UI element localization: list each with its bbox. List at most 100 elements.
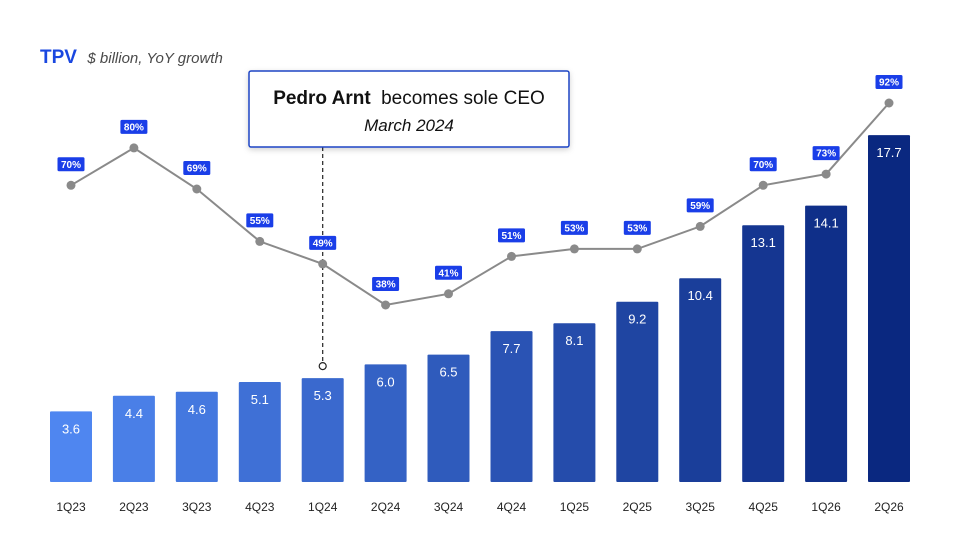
x-tick-label: 4Q25 (749, 500, 779, 514)
growth-label-badge (560, 220, 588, 235)
growth-value-label: 69% (187, 164, 207, 175)
bar-1Q23 (50, 411, 92, 482)
bars-layer: 3.6 4.4 4.6 5.1 5.3 6.0 6.5 7.7 8.1 9.2 10.4 13.1 14… (50, 135, 910, 482)
growth-value-label: 92% (879, 78, 899, 89)
bar-value-label: 13.1 (751, 235, 776, 250)
x-tick-label: 2Q26 (874, 500, 904, 514)
bar-value-label: 5.3 (314, 388, 332, 403)
chart-title-main: TPV (40, 47, 77, 68)
x-tick-label: 2Q24 (371, 500, 401, 514)
bar-4Q25 (742, 225, 785, 482)
growth-value-label: 80% (124, 122, 144, 133)
growth-value-label: 51% (501, 231, 521, 242)
callout-connector (318, 147, 327, 371)
callout-anchor-marker (318, 362, 327, 371)
x-tick-label: 1Q25 (560, 500, 590, 514)
growth-value-label: 70% (61, 160, 81, 171)
growth-label-badge (372, 277, 400, 291)
bar-1Q26 (805, 205, 848, 482)
growth-label-badge (812, 146, 840, 161)
bar-4Q24 (490, 331, 533, 482)
bar-value-label: 6.0 (377, 374, 395, 389)
x-tick-label: 2Q25 (623, 500, 653, 514)
growth-value-label: 53% (564, 223, 584, 234)
bar-value-label: 4.6 (188, 402, 206, 417)
growth-value-label: 73% (816, 149, 836, 160)
growth-label-badge (246, 213, 274, 228)
growth-point-3Q25 (695, 221, 705, 231)
growth-value-label: 38% (376, 280, 396, 291)
callout-date: March 2024 (364, 116, 454, 135)
growth-label-badge (875, 75, 903, 89)
growth-point-1Q25 (569, 244, 579, 254)
growth-value-label: 49% (313, 238, 333, 249)
x-tick-label: 1Q26 (811, 500, 841, 514)
x-tick-label: 4Q24 (497, 500, 527, 514)
callout-name: Pedro Arnt (273, 88, 371, 109)
growth-point-4Q24 (507, 251, 516, 261)
x-tick-label: 3Q24 (434, 500, 464, 514)
growth-label-badge (57, 157, 85, 172)
growth-point-1Q23 (66, 180, 76, 190)
bar-3Q25 (679, 278, 722, 482)
growth-point-3Q24 (444, 289, 453, 299)
growth-point-1Q26 (821, 169, 831, 179)
x-tick-label: 1Q23 (56, 500, 86, 514)
growth-label-badge (686, 198, 714, 213)
bar-value-label: 5.1 (251, 392, 269, 407)
bar-value-label: 9.2 (628, 312, 646, 327)
growth-point-3Q23 (192, 184, 202, 194)
bar-value-label: 8.1 (565, 333, 583, 348)
growth-point-2Q23 (129, 143, 139, 153)
bar-4Q23 (238, 382, 281, 482)
bar-value-label: 3.6 (62, 421, 80, 436)
bar-2Q26 (868, 135, 910, 482)
bar-value-label: 17.7 (876, 145, 901, 160)
ceo-callout: Pedro Arnt becomes sole CEO March 2024 (248, 70, 570, 148)
growth-label-badge (749, 157, 777, 172)
callout-box (248, 70, 570, 148)
growth-point-2Q26 (884, 98, 894, 108)
growth-point-2Q24 (381, 300, 391, 310)
bar-value-label: 7.7 (502, 341, 520, 356)
x-tick-label: 4Q23 (245, 500, 275, 514)
growth-label-badge (435, 265, 462, 280)
bar-1Q25 (553, 323, 596, 482)
chart-title: TPV $ billion, YoY growth (40, 47, 223, 68)
growth-label-badge (623, 220, 651, 235)
bar-value-label: 14.1 (813, 216, 838, 231)
growth-label-badge (498, 228, 525, 243)
growth-label-badge (183, 161, 211, 175)
callout-headline: Pedro Arnt becomes sole CEO (273, 88, 545, 109)
growth-value-label: 41% (438, 268, 458, 279)
x-tick-label: 3Q23 (182, 500, 212, 514)
growth-label-badge (120, 119, 148, 134)
x-tick-label: 3Q25 (686, 500, 716, 514)
growth-value-label: 59% (690, 201, 710, 212)
growth-point-2Q25 (632, 244, 642, 254)
growth-line-layer: 70% 80% 69% 55% 49% 38% 41% 51% 53% 53% 59% 70% 73% 9… (57, 75, 903, 310)
growth-value-label: 55% (250, 216, 270, 227)
bar-2Q24 (364, 364, 407, 482)
chart-subtitle: $ billion, YoY growth (86, 50, 222, 67)
callout-text: becomes sole CEO (381, 88, 545, 109)
bar-3Q23 (175, 391, 218, 482)
growth-value-label: 53% (627, 223, 647, 234)
growth-label-badge (309, 235, 337, 250)
bar-value-label: 4.4 (125, 406, 143, 421)
bar-3Q24 (427, 354, 470, 482)
x-tick-label: 2Q23 (119, 500, 149, 514)
growth-point-1Q24 (318, 259, 328, 269)
growth-value-label: 70% (753, 160, 773, 171)
bar-value-label: 6.5 (439, 365, 457, 380)
bar-2Q25 (616, 301, 659, 482)
bar-value-label: 10.4 (688, 288, 713, 303)
growth-point-4Q25 (758, 180, 768, 190)
bar-1Q24 (301, 378, 344, 482)
x-tick-label: 1Q24 (308, 500, 338, 514)
growth-point-4Q23 (255, 236, 265, 246)
bar-2Q23 (112, 395, 155, 482)
x-axis-labels: 1Q23 2Q23 3Q23 4Q23 1Q24 2Q24 3Q24 4Q24 1Q25 2Q25… (56, 500, 904, 514)
growth-line (70, 102, 890, 307)
